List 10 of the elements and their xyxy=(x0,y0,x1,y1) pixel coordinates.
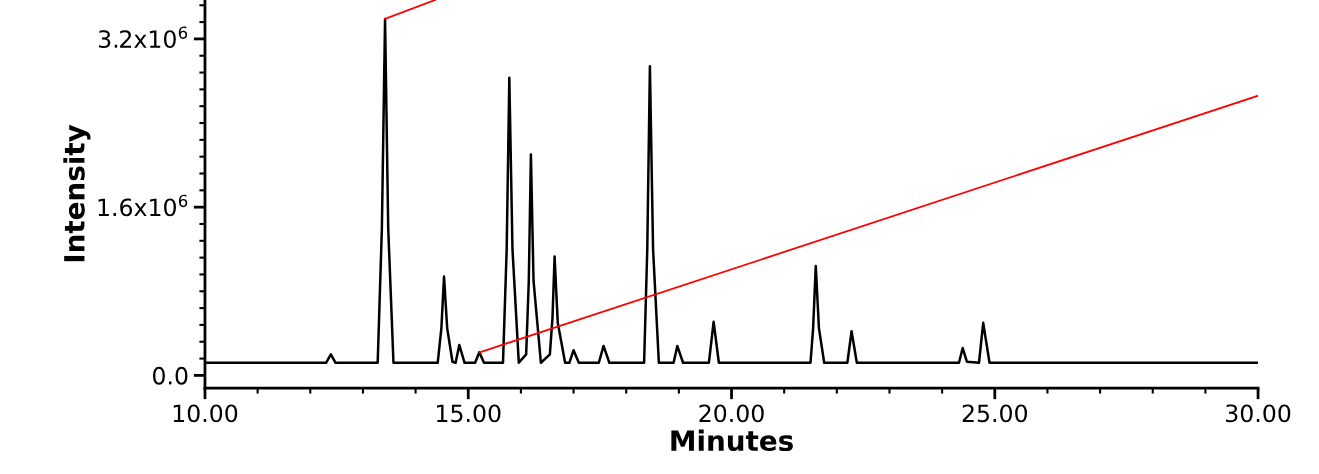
x-axis-title: Minutes xyxy=(671,429,793,452)
y-tick-label: 1.6x10$^{6}$ xyxy=(98,194,188,217)
y-axis-title: Intensity xyxy=(63,124,91,262)
y-tick-label: 3.2x10$^{6}$ xyxy=(98,26,188,49)
x-tick-label: 25.00 xyxy=(962,404,1028,423)
x-tick-label: 30.00 xyxy=(1226,404,1291,423)
y-tick-label: 0.0 xyxy=(153,366,188,385)
x-tick-label: 15.00 xyxy=(437,404,501,423)
x-tick-label: 20.00 xyxy=(699,404,764,423)
x-tick-label: 10.00 xyxy=(173,404,238,423)
